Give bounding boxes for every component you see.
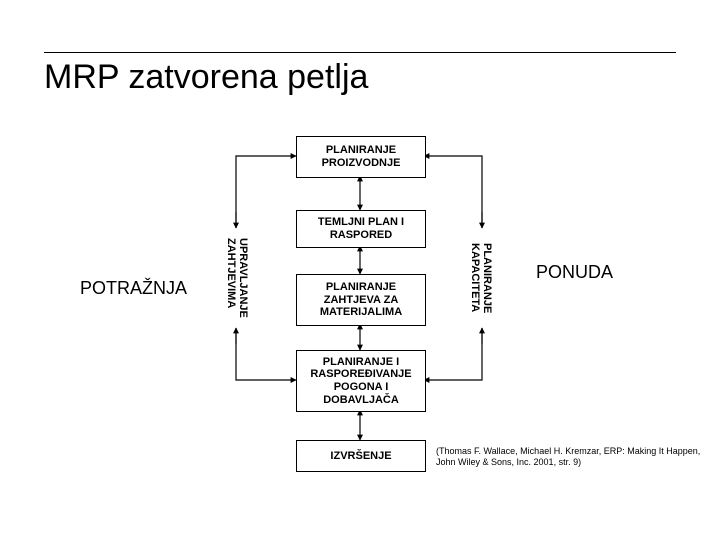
box-planiranje-pogona-dobavljaca: PLANIRANJE I RASPOREĐIVANJE POGONA I DOB…: [296, 350, 426, 412]
vlabel-upravljanje-zahtjevima: UPRAVLJANJE ZAHTJEVIMA: [222, 228, 252, 328]
label-left: POTRAŽNJA: [80, 278, 187, 299]
citation-line-2: John Wiley & Sons, Inc. 2001, str. 9): [436, 457, 700, 468]
box-temeljni-plan: TEMLJNI PLAN I RASPORED: [296, 210, 426, 248]
box-planiranje-proizvodnje: PLANIRANJE PROIZVODNJE: [296, 136, 426, 178]
box-label: PLANIRANJE PROIZVODNJE: [297, 144, 425, 169]
box-planiranje-zahtjeva-materijalima: PLANIRANJE ZAHTJEVA ZA MATERIJALIMA: [296, 274, 426, 326]
box-izvrsenje: IZVRŠENJE: [296, 440, 426, 472]
label-right: PONUDA: [536, 262, 613, 283]
box-label: PLANIRANJE ZAHTJEVA ZA MATERIJALIMA: [297, 281, 425, 319]
citation-line-1: (Thomas F. Wallace, Michael H. Kremzar, …: [436, 446, 700, 457]
citation: (Thomas F. Wallace, Michael H. Kremzar, …: [436, 446, 700, 469]
box-label: PLANIRANJE I RASPOREĐIVANJE POGONA I DOB…: [297, 356, 425, 407]
vlabel-planiranje-kapaciteta: PLANIRANJE KAPACITETA: [466, 228, 496, 328]
page-title: MRP zatvorena petlja: [44, 58, 368, 97]
box-label: IZVRŠENJE: [330, 450, 391, 463]
box-label: TEMLJNI PLAN I RASPORED: [297, 216, 425, 241]
slide: MRP zatvorena petlja POTRAŽNJA PONUDA PL…: [0, 0, 720, 540]
title-rule: [44, 52, 676, 53]
